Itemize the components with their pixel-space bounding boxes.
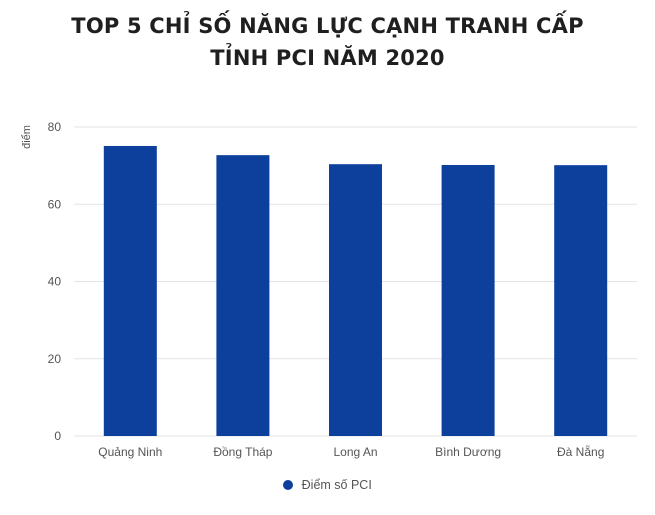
x-tick-label: Đà Nẵng [557, 444, 604, 459]
y-tick-label: 80 [48, 120, 62, 134]
x-tick-labels: Quảng Ninh Đồng Tháp Long An Bình Dương Đà N… [98, 444, 604, 459]
chart-title: TOP 5 CHỈ SỐ NĂNG LỰC CẠNH TRANH CẤP TỈN… [0, 10, 655, 74]
x-tick-label: Đồng Tháp [213, 445, 272, 459]
bar [329, 164, 382, 437]
x-tick-label: Bình Dương [435, 445, 501, 459]
y-axis-label: điểm [21, 125, 33, 149]
chart-title-line-2: TỈNH PCI NĂM 2020 [210, 46, 445, 70]
legend: Điểm số PCI [0, 478, 655, 492]
y-tick-label: 60 [48, 197, 62, 211]
bars [103, 145, 608, 437]
y-tick-label: 40 [48, 275, 62, 289]
y-tick-label: 0 [54, 429, 61, 443]
x-tick-label: Long An [333, 445, 377, 459]
legend-label: Điểm số PCI [301, 478, 372, 492]
bar [554, 165, 608, 436]
bar-chart: 0 20 40 60 80 Quảng Ninh Đồng Tháp Long An Bình… [21, 120, 637, 459]
legend-marker [283, 480, 294, 490]
y-tick-label: 20 [48, 352, 62, 366]
bar [103, 145, 157, 436]
bar [441, 165, 495, 436]
x-tick-label: Quảng Ninh [98, 445, 162, 459]
y-tick-labels: 0 20 40 60 80 [48, 120, 62, 443]
bar [216, 155, 270, 436]
chart-title-line-1: TOP 5 CHỈ SỐ NĂNG LỰC CẠNH TRANH CẤP [71, 14, 584, 38]
